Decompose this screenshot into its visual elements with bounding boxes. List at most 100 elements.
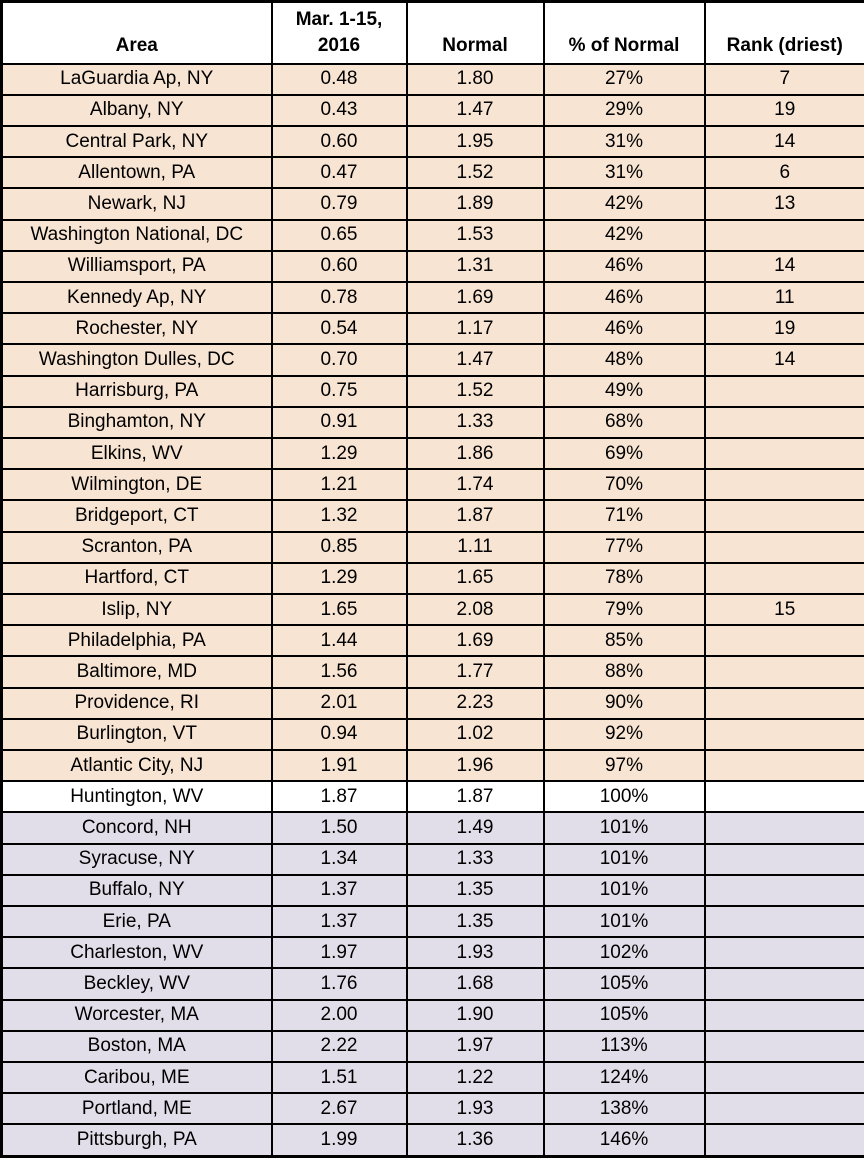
- mar-2016-cell: 1.37: [270, 873, 408, 907]
- normal-cell: 1.86: [405, 436, 545, 471]
- rank-cell: [703, 624, 864, 658]
- rank-cell: 7: [703, 62, 864, 96]
- normal-cell: 1.47: [405, 343, 545, 377]
- pct-of-normal-cell: 88%: [542, 655, 706, 689]
- table-row: Newark, NJ 0.79 1.89 42% 13: [0, 187, 864, 221]
- pct-of-normal-cell: 105%: [542, 998, 706, 1032]
- pct-of-normal-cell: 101%: [542, 873, 706, 907]
- mar-2016-cell: 2.22: [270, 1029, 408, 1064]
- area-cell: Newark, NJ: [0, 187, 273, 221]
- mar-2016-cell: 1.51: [270, 1060, 408, 1095]
- rank-cell: 14: [703, 343, 864, 377]
- area-cell: Huntington, WV: [0, 780, 273, 814]
- mar-2016-cell: 1.32: [270, 499, 408, 533]
- pct-of-normal-cell: 31%: [542, 124, 706, 159]
- table-row: Allentown, PA 0.47 1.52 31% 6: [0, 156, 864, 190]
- table-row: Bridgeport, CT 1.32 1.87 71%: [0, 499, 864, 533]
- rank-cell: [703, 811, 864, 845]
- pct-of-normal-cell: 27%: [542, 62, 706, 96]
- table-row: Pittsburgh, PA 1.99 1.36 146%: [0, 1123, 864, 1158]
- table-row: Elkins, WV 1.29 1.86 69%: [0, 436, 864, 471]
- area-cell: Elkins, WV: [0, 436, 273, 471]
- pct-of-normal-cell: 124%: [542, 1060, 706, 1095]
- normal-cell: 1.35: [405, 873, 545, 907]
- pct-of-normal-cell: 46%: [542, 280, 706, 315]
- table-row: Charleston, WV 1.97 1.93 102%: [0, 936, 864, 970]
- mar-2016-cell: 0.60: [270, 124, 408, 159]
- pct-of-normal-cell: 100%: [542, 780, 706, 814]
- normal-cell: 1.65: [405, 561, 545, 595]
- table-header: Area Mar. 1-15, 2016 Normal % of Normal …: [0, 0, 864, 65]
- mar-2016-cell: 0.91: [270, 405, 408, 439]
- normal-cell: 1.53: [405, 218, 545, 252]
- table-row: Beckley, WV 1.76 1.68 105%: [0, 967, 864, 1001]
- rank-cell: [703, 436, 864, 471]
- table-row: Central Park, NY 0.60 1.95 31% 14: [0, 124, 864, 159]
- pct-of-normal-cell: 85%: [542, 624, 706, 658]
- table-row: Washington Dulles, DC 0.70 1.47 48% 14: [0, 343, 864, 377]
- rank-cell: [703, 967, 864, 1001]
- pct-of-normal-cell: 70%: [542, 468, 706, 502]
- rank-cell: [703, 561, 864, 595]
- mar-2016-cell: 1.37: [270, 904, 408, 939]
- mar-2016-cell: 0.43: [270, 93, 408, 127]
- area-cell: Providence, RI: [0, 686, 273, 720]
- pct-of-normal-cell: 49%: [542, 374, 706, 408]
- area-cell: Syracuse, NY: [0, 842, 273, 876]
- rank-cell: [703, 530, 864, 564]
- mar-2016-cell: 1.21: [270, 468, 408, 502]
- normal-cell: 1.33: [405, 842, 545, 876]
- area-cell: Burlington, VT: [0, 717, 273, 751]
- column-header-normal: Normal: [405, 0, 545, 65]
- area-cell: Wilmington, DE: [0, 468, 273, 502]
- normal-cell: 1.17: [405, 312, 545, 346]
- mar-2016-cell: 0.75: [270, 374, 408, 408]
- normal-cell: 1.96: [405, 748, 545, 783]
- rank-cell: 19: [703, 312, 864, 346]
- area-cell: Boston, MA: [0, 1029, 273, 1064]
- area-cell: Williamsport, PA: [0, 249, 273, 283]
- area-cell: Bridgeport, CT: [0, 499, 273, 533]
- area-cell: Hartford, CT: [0, 561, 273, 595]
- table-row: Burlington, VT 0.94 1.02 92%: [0, 717, 864, 751]
- table-row: Rochester, NY 0.54 1.17 46% 19: [0, 312, 864, 346]
- rank-cell: [703, 686, 864, 720]
- table-row: Scranton, PA 0.85 1.11 77%: [0, 530, 864, 564]
- column-header-area: Area: [0, 0, 273, 65]
- rank-cell: [703, 218, 864, 252]
- mar-2016-cell: 1.87: [270, 780, 408, 814]
- area-cell: Concord, NH: [0, 811, 273, 845]
- rank-cell: [703, 873, 864, 907]
- rank-cell: [703, 1029, 864, 1064]
- normal-cell: 1.22: [405, 1060, 545, 1095]
- table-row: Portland, ME 2.67 1.93 138%: [0, 1092, 864, 1126]
- table-row: Huntington, WV 1.87 1.87 100%: [0, 780, 864, 814]
- rank-cell: [703, 717, 864, 751]
- mar-2016-cell: 0.47: [270, 156, 408, 190]
- rank-cell: 11: [703, 280, 864, 315]
- area-cell: Rochester, NY: [0, 312, 273, 346]
- rank-cell: [703, 842, 864, 876]
- normal-cell: 1.69: [405, 280, 545, 315]
- pct-of-normal-cell: 78%: [542, 561, 706, 595]
- mar-2016-cell: 2.00: [270, 998, 408, 1032]
- rank-cell: [703, 748, 864, 783]
- pct-of-normal-cell: 92%: [542, 717, 706, 751]
- pct-of-normal-cell: 29%: [542, 93, 706, 127]
- pct-of-normal-cell: 138%: [542, 1092, 706, 1126]
- rank-cell: [703, 405, 864, 439]
- area-cell: Scranton, PA: [0, 530, 273, 564]
- pct-of-normal-cell: 69%: [542, 436, 706, 471]
- rank-cell: 19: [703, 93, 864, 127]
- normal-cell: 1.47: [405, 93, 545, 127]
- table-row: LaGuardia Ap, NY 0.48 1.80 27% 7: [0, 62, 864, 96]
- normal-cell: 1.35: [405, 904, 545, 939]
- mar-2016-cell: 0.79: [270, 187, 408, 221]
- normal-cell: 1.80: [405, 62, 545, 96]
- rank-cell: 14: [703, 124, 864, 159]
- normal-cell: 1.33: [405, 405, 545, 439]
- mar-2016-cell: 1.44: [270, 624, 408, 658]
- mar-2016-cell: 0.78: [270, 280, 408, 315]
- rank-cell: [703, 374, 864, 408]
